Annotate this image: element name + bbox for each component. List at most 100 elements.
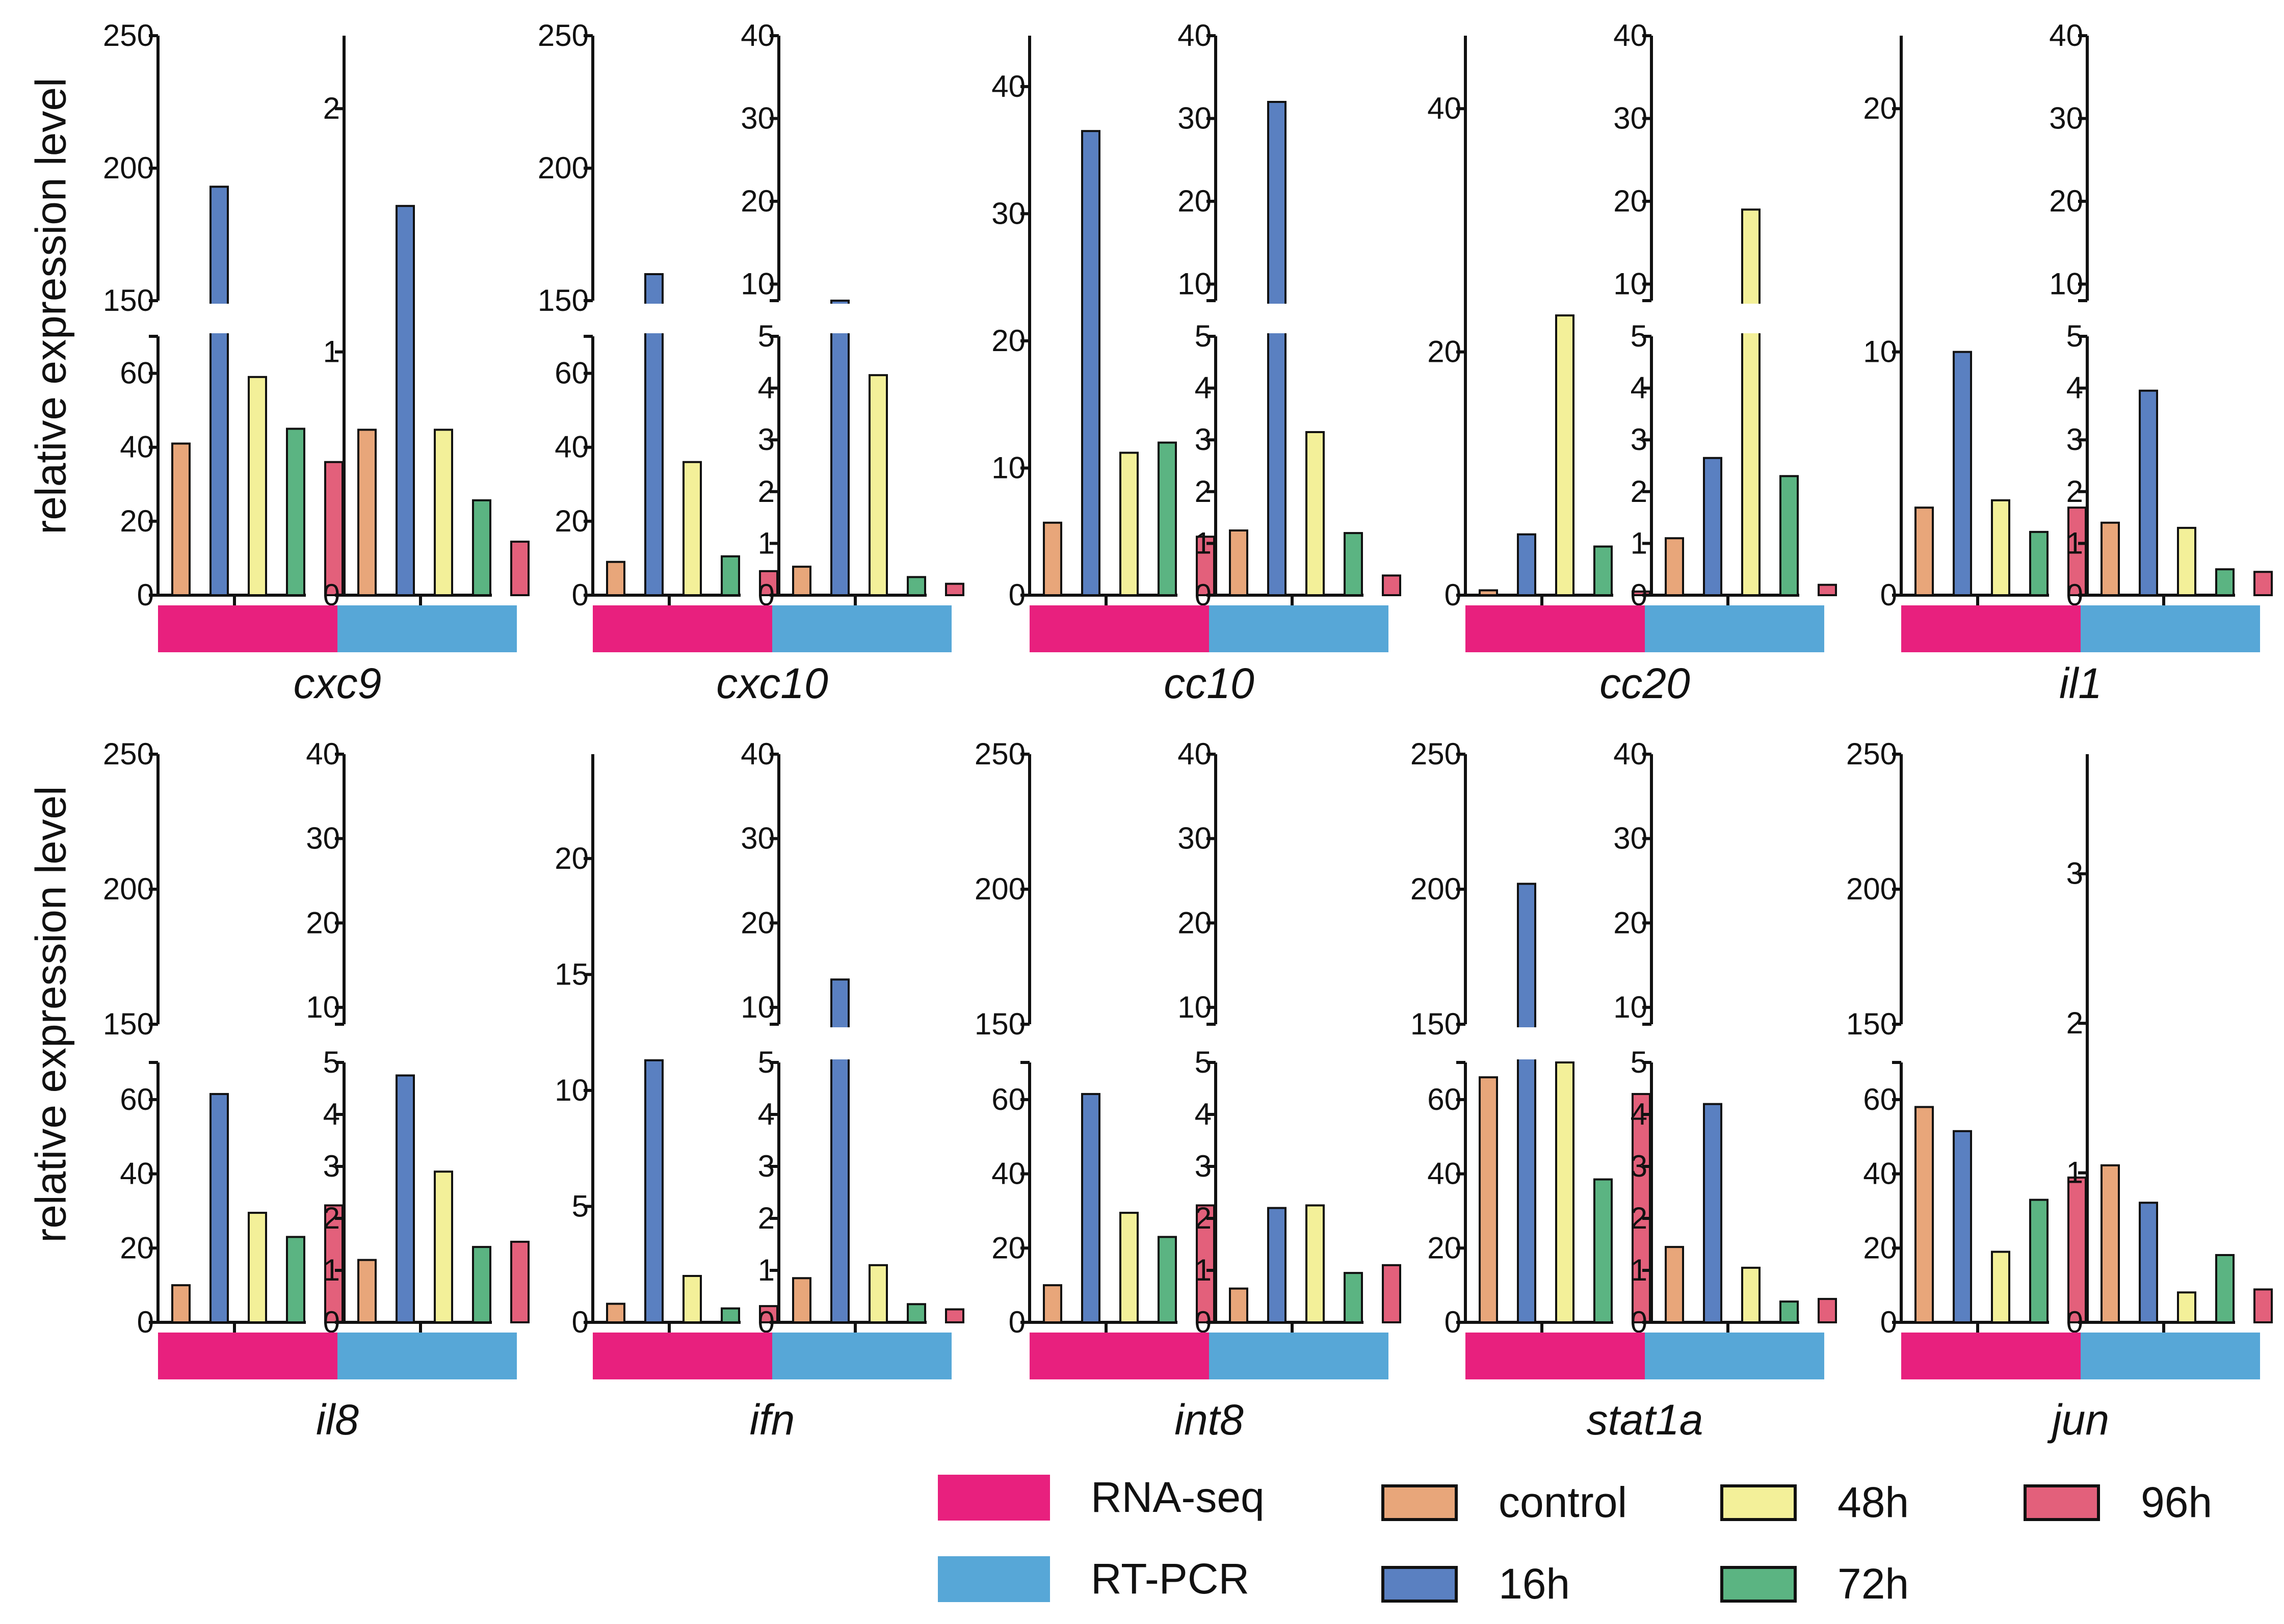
chart-stat1a-rtpcr-tick-label: 20 <box>1613 906 1647 940</box>
chart-cc20-rnaseq-bar-48h <box>1555 314 1574 596</box>
chart-cc10-rtpcr-tick-label: 20 <box>1177 184 1212 218</box>
chart-cc20-rtpcr-bar-96h <box>1818 583 1837 597</box>
chart-cc20-rnaseq-tick-label: 20 <box>1427 335 1461 369</box>
chart-cc20-strip-rtpcr <box>1645 605 1824 652</box>
chart-il8-rtpcr-tick-label: 2 <box>323 1201 340 1235</box>
chart-cxc10-rnaseq-bar-break-gap-16h <box>641 304 667 333</box>
chart-cc10-rnaseq-tick-label: 0 <box>1009 578 1026 612</box>
chart-ifn-rnaseq-bar-48h <box>682 1274 702 1323</box>
chart-cxc9-rtpcr-tick-label: 1 <box>323 335 340 369</box>
chart-il8-rtpcr-tick-label: 40 <box>306 737 340 771</box>
chart-jun-rtpcr-bar-48h <box>2177 1291 2196 1323</box>
chart-stat1a-rtpcr-tick-label: 40 <box>1613 737 1647 771</box>
chart-il8-rnaseq-bar-96h <box>324 1204 344 1323</box>
chart-int8-rtpcr-tick-label: 3 <box>1195 1149 1212 1183</box>
chart-int8-rnaseq-tick-label: 40 <box>991 1157 1026 1191</box>
chart-il1-rnaseq-tick-label: 10 <box>1863 335 1897 369</box>
chart-cc10-rtpcr-bar-48h <box>1305 431 1325 597</box>
chart-int8-rtpcr-bar-16h <box>1267 1207 1287 1324</box>
chart-il8-strip-rnaseq <box>158 1333 337 1379</box>
chart-jun-rnaseq-tick-label: 0 <box>1880 1305 1897 1339</box>
chart-stat1a-rtpcr-tick-label: 5 <box>1631 1045 1647 1079</box>
chart-int8-strip-rnaseq <box>1030 1333 1209 1379</box>
chart-int8-rtpcr-bar-96h <box>1382 1264 1401 1324</box>
chart-cc20-rtpcr-tick-label: 30 <box>1613 101 1647 136</box>
chart-ifn-strip-rtpcr <box>772 1333 952 1379</box>
chart-stat1a-rnaseq-tick-label: 150 <box>1410 1007 1461 1041</box>
chart-int8-rnaseq-bar-16h <box>1081 1093 1100 1323</box>
chart-int8-rtpcr-tick-label: 4 <box>1195 1097 1212 1131</box>
chart-il8-rnaseq-tick-label: 200 <box>103 872 154 906</box>
chart-int8-rnaseq-bar-control <box>1043 1284 1062 1323</box>
chart-jun-rtpcr-tick-label: 1 <box>2066 1156 2083 1190</box>
chart-il1-rnaseq-tick-label: 20 <box>1863 91 1897 125</box>
chart-cxc9-rnaseq-bar-16h <box>209 185 229 596</box>
legend-swatch-control <box>1381 1484 1458 1521</box>
chart-jun-strip-rtpcr <box>2081 1333 2260 1379</box>
chart-il8-rtpcr-tick-label: 20 <box>306 906 340 940</box>
chart-cxc10-strip-rnaseq <box>593 605 772 652</box>
chart-cc20-rtpcr-tick-label: 20 <box>1613 184 1647 218</box>
chart-cc10-rnaseq-bar-16h <box>1081 130 1100 596</box>
chart-jun-gene-label: jun <box>2047 1396 2109 1444</box>
chart-cxc10-rtpcr-tick-label: 2 <box>758 474 775 509</box>
chart-cxc10-rnaseq-tick-label: 150 <box>538 283 589 317</box>
chart-il8-rtpcr-bar-72h <box>472 1246 491 1324</box>
chart-cc20-strip-rnaseq <box>1465 605 1645 652</box>
chart-int8-rtpcr-tick-label: 20 <box>1177 906 1212 940</box>
chart-cxc10-rnaseq-tick-label: 60 <box>555 356 589 390</box>
legend-item-rt-pcr: RT-PCR <box>938 1554 1249 1604</box>
chart-ifn-gene-label: ifn <box>750 1396 795 1444</box>
chart-stat1a-strip-rtpcr <box>1645 1333 1824 1379</box>
chart-il8-gene-label: il8 <box>316 1396 359 1444</box>
chart-ifn-rtpcr-bar-break-gap-16h <box>827 1027 853 1059</box>
chart-stat1a-rtpcr-bar-48h <box>1741 1266 1761 1323</box>
chart-ifn-rnaseq-bar-control <box>606 1302 625 1323</box>
chart-cxc9-rnaseq-tick-label: 150 <box>103 283 154 317</box>
legend-label-rna-seq: RNA-seq <box>1091 1473 1265 1521</box>
chart-il8-rnaseq-bar-16h <box>209 1093 229 1323</box>
chart-stat1a-rnaseq-tick-label: 20 <box>1427 1231 1461 1265</box>
chart-jun-rnaseq-tick-label: 20 <box>1863 1231 1897 1265</box>
chart-cxc10-rnaseq-tick-label: 40 <box>555 430 589 464</box>
chart-int8-rnaseq-bar-72h <box>1158 1236 1177 1323</box>
chart-il1-rnaseq-bar-96h <box>2067 507 2087 597</box>
chart-cxc9-strip-rtpcr <box>337 605 517 652</box>
chart-cxc10-rtpcr-tick-label: 30 <box>741 101 775 136</box>
chart-cc10-rnaseq-bar-48h <box>1119 451 1139 596</box>
chart-cc10-rtpcr-bar-break-gap-16h <box>1264 304 1290 333</box>
chart-jun-rnaseq-tick-label: 150 <box>1846 1007 1897 1041</box>
chart-jun-rnaseq-tick-label: 40 <box>1863 1157 1897 1191</box>
chart-cxc9-gene-label: cxc9 <box>294 659 382 707</box>
chart-cxc9-rnaseq-bar-48h <box>248 376 267 596</box>
chart-il1-strip-rnaseq <box>1901 605 2081 652</box>
chart-cc20-rtpcr-bar-16h <box>1703 457 1722 596</box>
chart-cc20-rnaseq-bar-72h <box>1593 545 1613 596</box>
chart-int8-rtpcr-tick-label: 40 <box>1177 737 1212 771</box>
chart-il8-rtpcr-tick-label: 1 <box>323 1253 340 1287</box>
chart-stat1a-rtpcr-tick-label: 1 <box>1631 1253 1647 1287</box>
chart-il8-rtpcr-tick-label: 10 <box>306 990 340 1024</box>
chart-jun-rnaseq-tick-label: 250 <box>1846 737 1897 771</box>
chart-il8-rtpcr-tick-label: 5 <box>323 1045 340 1079</box>
chart-il1-rnaseq-bar-control <box>1914 507 1934 597</box>
chart-stat1a-rnaseq-bar-control <box>1479 1076 1498 1323</box>
chart-int8-rtpcr-tick-label: 2 <box>1195 1201 1212 1235</box>
chart-int8-rnaseq-tick-label: 200 <box>975 872 1026 906</box>
chart-cxc10-rnaseq-tick-label: 250 <box>538 18 589 52</box>
chart-cc20-rnaseq-tick-label: 0 <box>1445 578 1461 612</box>
chart-ifn-rnaseq-bar-16h <box>644 1059 664 1323</box>
chart-cc20-rtpcr-tick-label: 4 <box>1631 371 1647 405</box>
chart-stat1a-rtpcr-bar-control <box>1665 1246 1684 1324</box>
chart-il1-strip-rtpcr <box>2081 605 2260 652</box>
chart-cc20-rnaseq-tick-label: 40 <box>1427 91 1461 125</box>
chart-il1-rtpcr-tick-label: 1 <box>2066 526 2083 560</box>
chart-cxc9-rnaseq-bar-break-gap-16h <box>206 304 232 333</box>
legend-swatch-rna-seq <box>938 1474 1050 1521</box>
chart-jun-strip-rnaseq <box>1901 1333 2081 1379</box>
chart-il1-rtpcr-tick-label: 20 <box>2049 184 2083 218</box>
chart-int8-rtpcr-tick-label: 10 <box>1177 990 1212 1024</box>
chart-cc10-rtpcr-tick-label: 1 <box>1195 526 1212 560</box>
chart-il1-rtpcr-tick-label: 2 <box>2066 474 2083 509</box>
chart-ifn-rnaseq-tick-label: 20 <box>555 841 589 875</box>
